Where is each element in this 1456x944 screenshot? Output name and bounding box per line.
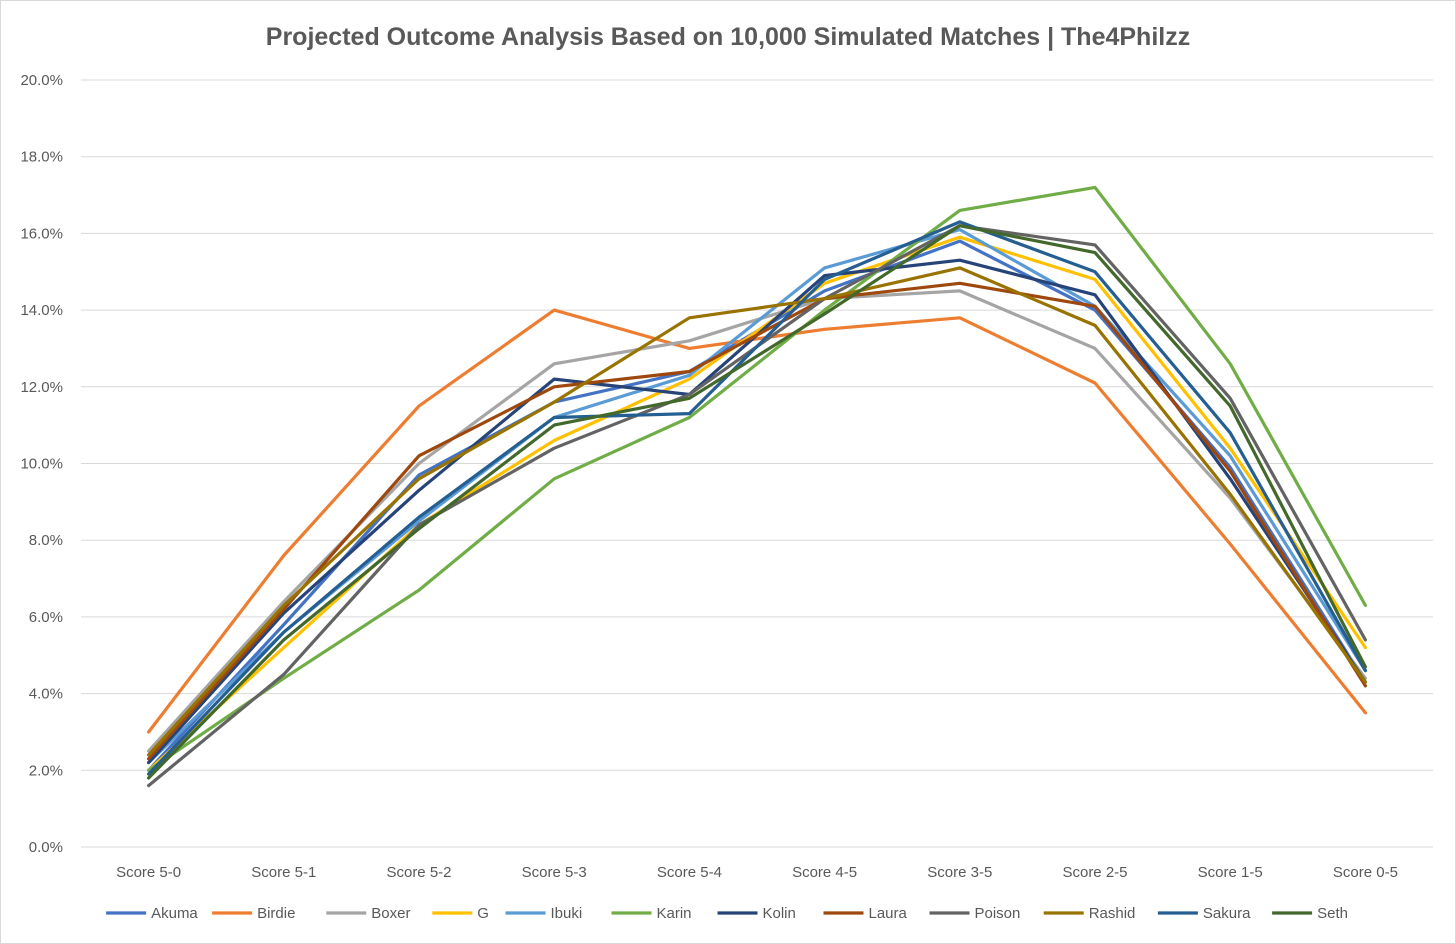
legend-item-boxer: Boxer (326, 905, 410, 922)
chart-title: Projected Outcome Analysis Based on 10,0… (266, 23, 1190, 51)
y-tick-label: 16.0% (20, 225, 63, 242)
legend-label: Poison (975, 905, 1021, 922)
gridlines (81, 79, 1433, 848)
legend-label: Akuma (151, 905, 198, 922)
y-axis-tick-labels: 0.0% 2.0% 4.0% 6.0% 8.0% 10.0% 12.0% 14.0% 16.0%… (20, 72, 63, 856)
legend-item-poison: Poison (929, 905, 1021, 922)
x-tick-label: Score 5-0 (116, 864, 181, 881)
y-tick-label: 2.0% (29, 762, 63, 779)
x-tick-label: Score 5-4 (657, 864, 722, 881)
legend-label: G (477, 905, 489, 922)
series-lines (147, 185, 1368, 788)
y-tick-label: 12.0% (20, 379, 63, 396)
legend-item-kolin: Kolin (717, 905, 796, 922)
series-line-karin (147, 185, 1368, 772)
legend-label: Kolin (763, 905, 796, 922)
series-line-birdie (147, 308, 1368, 734)
legend-item-rashid: Rashid (1043, 905, 1136, 922)
legend-label: Birdie (257, 905, 295, 922)
y-tick-label: 18.0% (20, 149, 63, 166)
legend-label: Laura (869, 905, 908, 922)
x-tick-label: Score 2-5 (1062, 864, 1127, 881)
legend-item-seth: Seth (1272, 905, 1348, 922)
legend: Akuma Birdie Boxer G Ibuki Karin Kolin Laura Poi… (106, 905, 1348, 922)
series-line-sakura (147, 220, 1368, 776)
y-tick-label: 14.0% (20, 302, 63, 319)
y-tick-label: 20.0% (20, 72, 63, 89)
x-tick-label: Score 5-3 (522, 864, 587, 881)
legend-item-birdie: Birdie (212, 905, 295, 922)
series-line-boxer (147, 289, 1368, 753)
y-tick-label: 6.0% (29, 609, 63, 626)
x-tick-label: Score 4-5 (792, 864, 857, 881)
y-tick-label: 0.0% (29, 839, 63, 856)
legend-label: Sakura (1203, 905, 1251, 922)
series-line-rashid (147, 266, 1368, 757)
legend-item-karin: Karin (611, 905, 692, 922)
legend-item-ibuki: Ibuki (505, 905, 583, 922)
legend-item-akuma: Akuma (106, 905, 198, 922)
legend-label: Seth (1317, 905, 1348, 922)
legend-item-laura: Laura (823, 905, 908, 922)
y-tick-label: 10.0% (20, 456, 63, 473)
legend-label: Ibuki (551, 905, 583, 922)
legend-label: Rashid (1089, 905, 1136, 922)
x-axis-tick-labels: Score 5-0 Score 5-1 Score 5-2 Score 5-3 Scor… (116, 864, 1398, 881)
x-tick-label: Score 5-2 (386, 864, 451, 881)
y-tick-label: 4.0% (29, 686, 63, 703)
x-tick-label: Score 1-5 (1198, 864, 1263, 881)
x-tick-label: Score 3-5 (927, 864, 992, 881)
legend-label: Karin (657, 905, 692, 922)
x-tick-label: Score 5-1 (251, 864, 316, 881)
legend-item-sakura: Sakura (1157, 905, 1251, 922)
series-line-seth (147, 224, 1368, 780)
legend-item-g: G (432, 905, 489, 922)
legend-label: Boxer (371, 905, 410, 922)
x-tick-label: Score 0-5 (1333, 864, 1398, 881)
y-tick-label: 8.0% (29, 532, 63, 549)
series-line-laura (147, 281, 1368, 761)
